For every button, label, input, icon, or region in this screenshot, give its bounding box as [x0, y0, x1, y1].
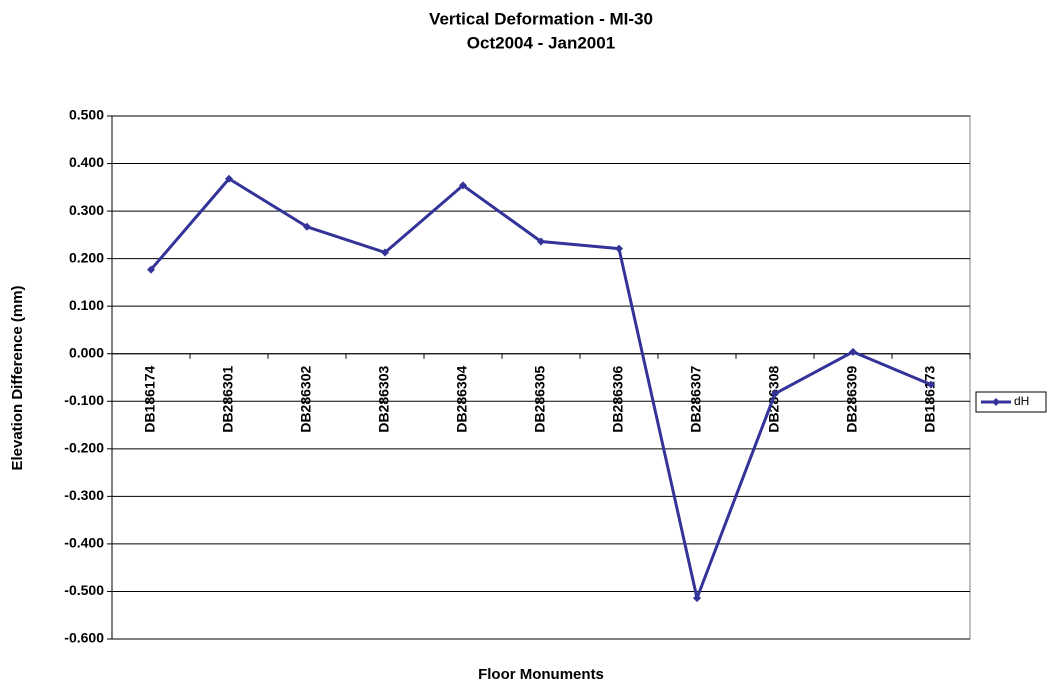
x-tick-label: DB286302	[298, 366, 314, 433]
data-point	[381, 248, 389, 257]
chart-title: Vertical Deformation - MI-30	[429, 9, 653, 28]
data-point	[225, 174, 233, 183]
chart-subtitle: Oct2004 - Jan2001	[467, 33, 615, 52]
x-tick-label: DB186174	[142, 366, 158, 433]
data-point	[849, 347, 857, 356]
x-tick-label: DB286307	[688, 366, 704, 433]
y-tick-label: 0.000	[69, 344, 104, 360]
x-tick-label: DB286305	[532, 366, 548, 433]
y-tick-label: 0.300	[69, 202, 104, 218]
legend-label: dH	[1014, 394, 1029, 408]
x-tick-label: DB286306	[610, 366, 626, 433]
data-point	[693, 594, 701, 603]
y-tick-label: -0.500	[64, 582, 104, 598]
data-point	[459, 181, 467, 190]
data-point	[615, 244, 623, 253]
x-tick-label: DB286303	[376, 366, 392, 433]
x-tick-label: DB186173	[922, 366, 938, 433]
legend-marker	[992, 398, 1000, 406]
y-tick-label: 0.500	[69, 107, 104, 123]
y-tick-label: -0.100	[64, 392, 104, 408]
x-tick-label: DB286304	[454, 366, 470, 433]
data-point	[147, 265, 155, 274]
data-point	[303, 222, 311, 231]
x-tick-label: DB286309	[844, 366, 860, 433]
data-point	[927, 380, 935, 389]
y-tick-label: -0.300	[64, 487, 104, 503]
y-tick-label: 0.100	[69, 297, 104, 313]
y-tick-label: 0.400	[69, 154, 104, 170]
data-point	[537, 237, 545, 246]
x-tick-label: DB286301	[220, 366, 236, 433]
data-point	[771, 389, 779, 398]
y-tick-label: -0.600	[64, 630, 104, 646]
y-tick-label: -0.200	[64, 440, 104, 456]
y-axis-title: Elevation Difference (mm)	[9, 285, 26, 470]
y-tick-label: -0.400	[64, 535, 104, 551]
x-axis-title: Floor Monuments	[478, 666, 604, 683]
y-tick-label: 0.200	[69, 249, 104, 265]
